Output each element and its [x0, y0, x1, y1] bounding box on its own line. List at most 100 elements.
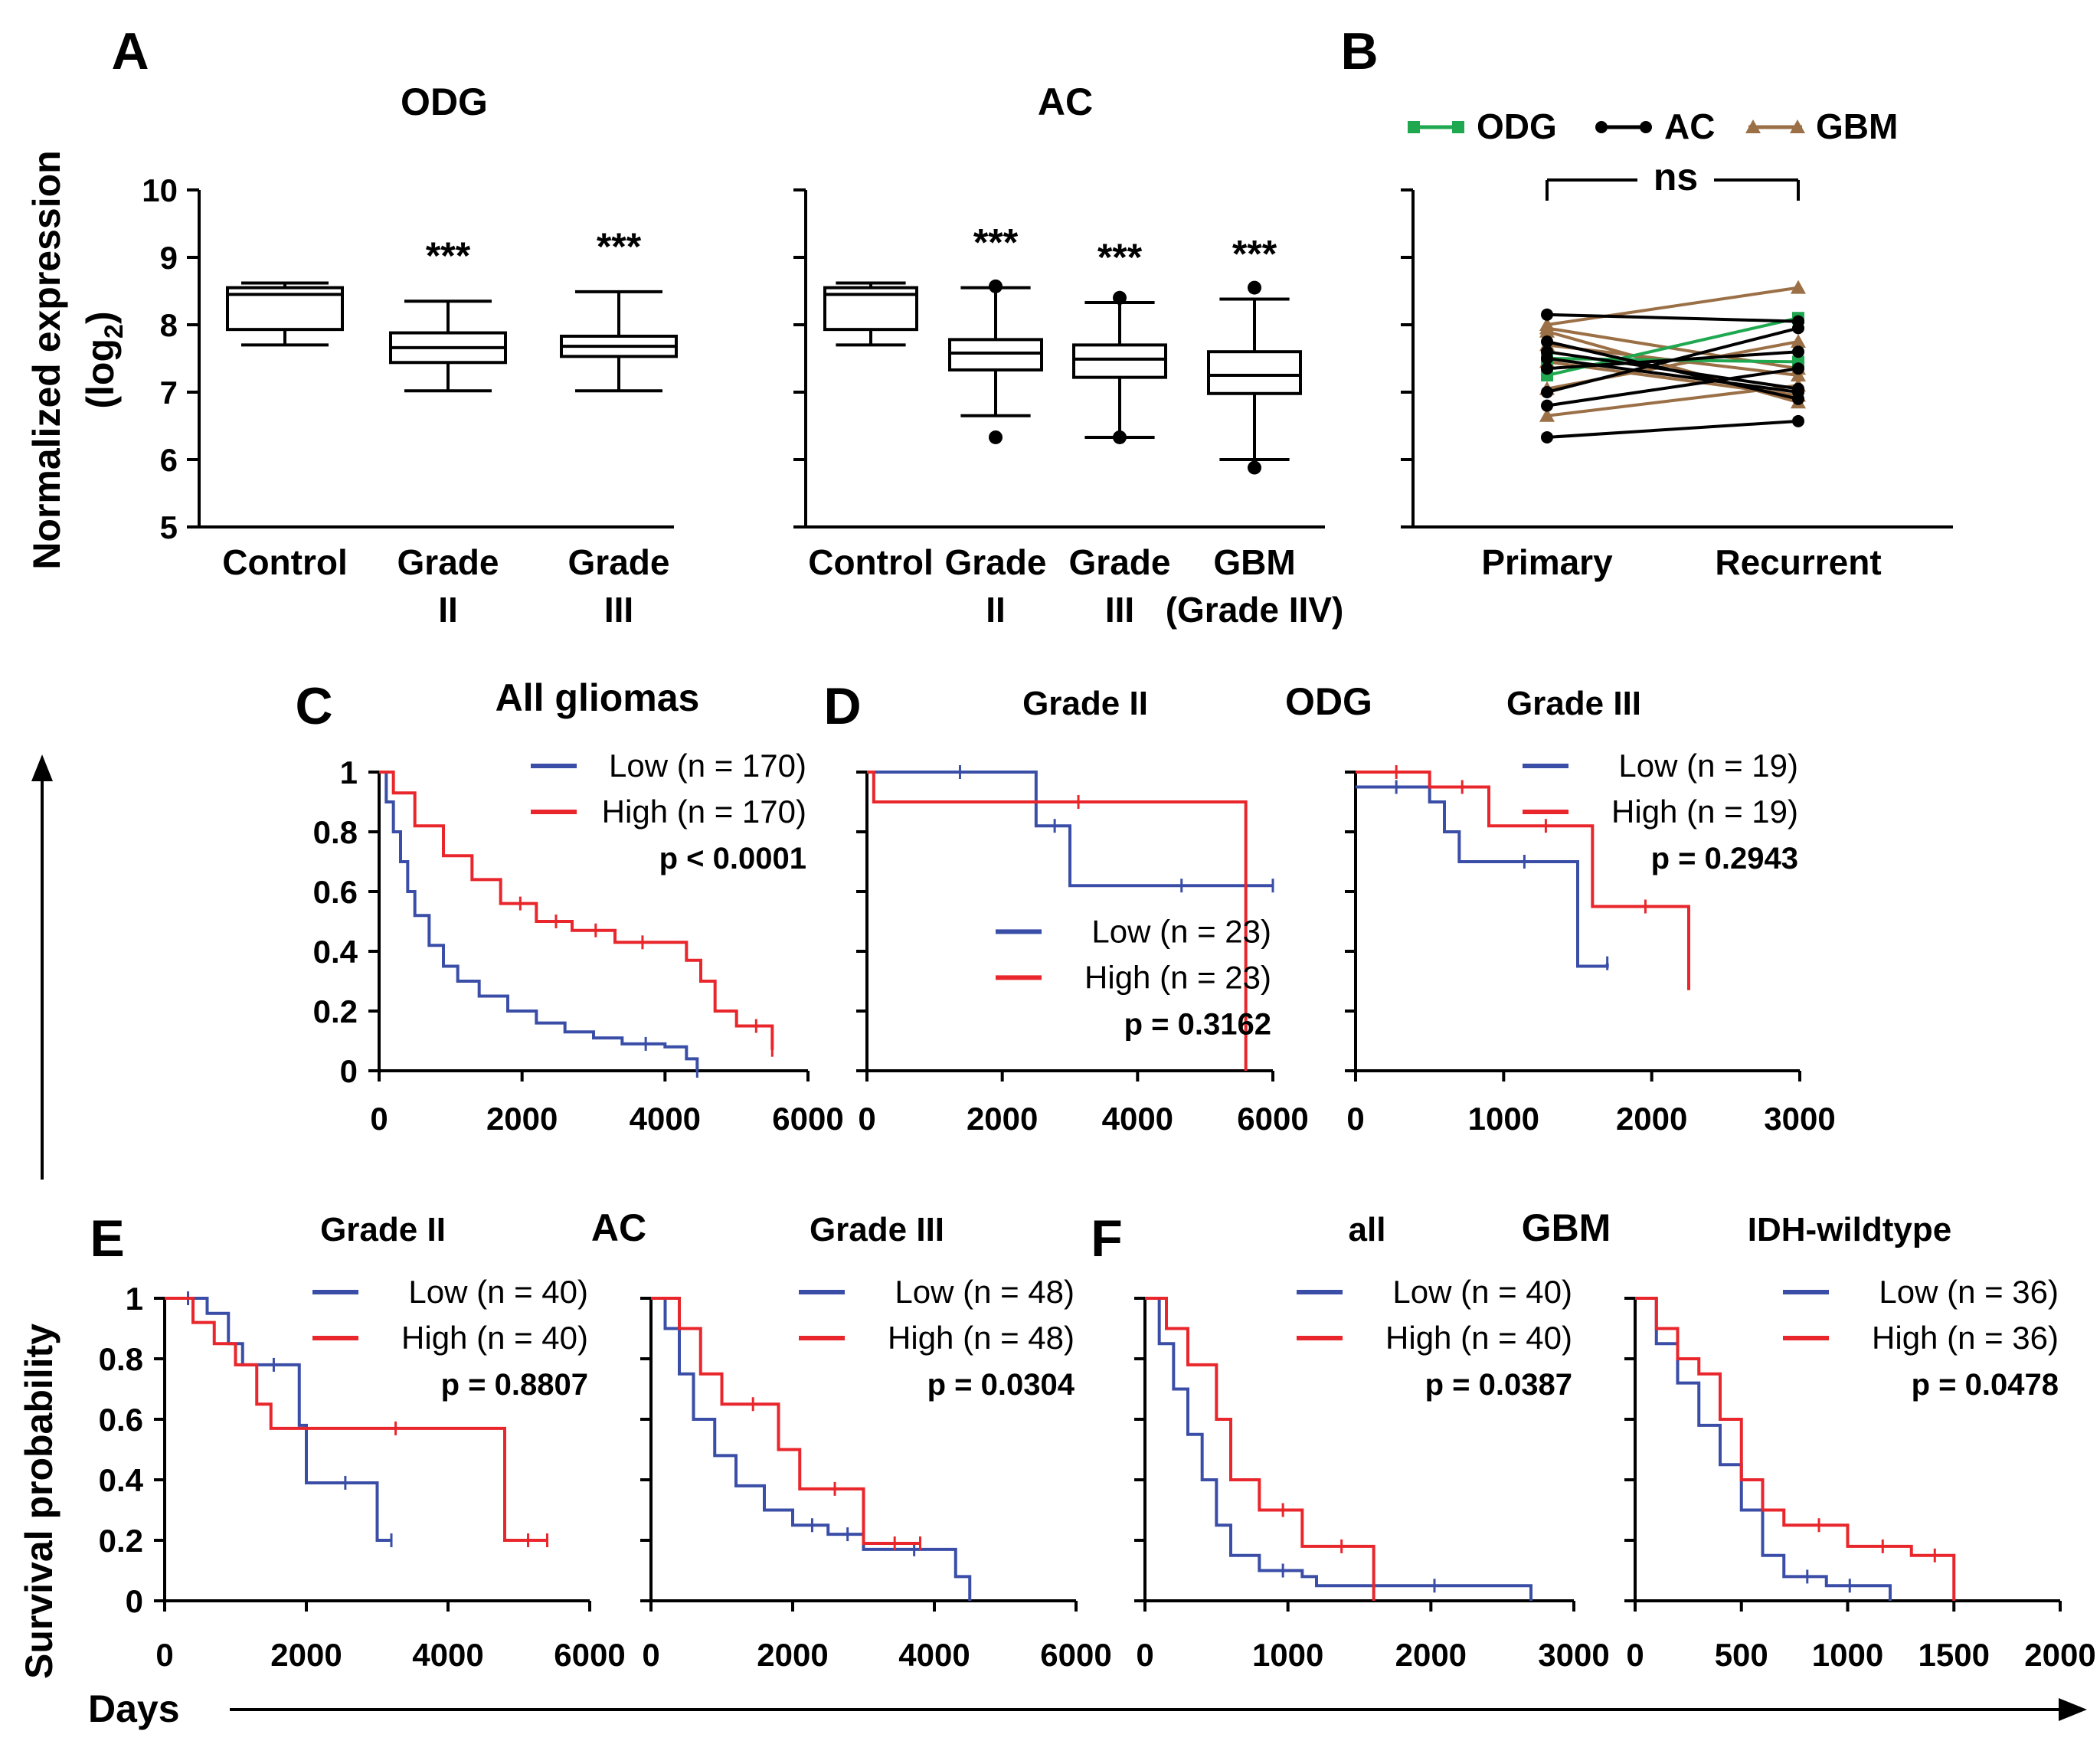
ac-box-outlier-point [1113, 290, 1127, 305]
ac-box-outlier-point [1248, 460, 1261, 475]
km-c-high-curve [379, 771, 774, 1050]
odg-box-significance: *** [426, 234, 471, 277]
legend-label-ac: AC [1664, 106, 1715, 146]
km-d-giii-x-tick-label: 0 [1346, 1101, 1364, 1137]
panel-letter-a: A [111, 22, 149, 80]
km-d-gii-legend-high-label: High (n = 23) [1084, 959, 1271, 995]
pair-line-ac [1546, 340, 1799, 401]
ac-box-box [1207, 350, 1302, 395]
days-arrowhead [2059, 1698, 2087, 1721]
km-c-x-tick-label: 6000 [772, 1101, 843, 1137]
km-d-gii-high-curve [867, 771, 1248, 1071]
km-d-giii-group: Grade III 0 1000 2000 3000 Low (n = 19) High (… [1345, 685, 1836, 1137]
pair-line-ac [1546, 419, 1799, 439]
km-e-giii-legend-low-label: Low (n = 48) [895, 1274, 1075, 1310]
pair-point-ac [1792, 322, 1804, 335]
km-e-gii-subtitle: Grade II [320, 1211, 446, 1248]
km-e-gii-x-tick-label: 0 [155, 1637, 173, 1673]
ac-box-box [948, 338, 1043, 371]
legend-marker-odg [1452, 121, 1464, 133]
panel-letter-f: F [1091, 1209, 1123, 1268]
pair-point-gbm [1539, 407, 1555, 422]
legend-marker-gbm [1745, 119, 1761, 133]
odg-box-y-tick-label: 6 [160, 442, 178, 478]
odg-box-y-tick-label: 8 [160, 307, 178, 343]
km-e-gii-x-tick-label: 2000 [270, 1637, 342, 1673]
paired-category-label: Primary [1481, 542, 1613, 582]
ac-box-outlier-point [1248, 280, 1261, 295]
odg-box-category-label: III [604, 590, 633, 630]
pair-point-ac [1541, 352, 1553, 365]
km-f-all-group-title: GBM [1522, 1206, 1611, 1249]
ac-box-significance: *** [973, 221, 1019, 264]
ac-box-box [1072, 343, 1167, 379]
km-e-gii-pvalue: p = 0.8807 [441, 1368, 588, 1402]
km-d-gii-legend-low-label: Low (n = 23) [1091, 913, 1271, 949]
km-f-idh-group: IDH-wildtype 0 500 1000 1500 2000 Low (n = 36)… [1624, 1211, 2096, 1673]
km-e-gii-y-tick-label: 1 [126, 1281, 143, 1317]
pair-point-gbm [1539, 320, 1555, 335]
km-e-gii-y-tick-label: 0 [126, 1583, 143, 1619]
odg-box-category-label: Grade [568, 542, 670, 582]
km-f-all-x-tick-label: 1000 [1252, 1637, 1323, 1673]
km-d-gii-x-tick-label: 2000 [967, 1101, 1038, 1137]
legend-label-gbm: GBM [1816, 106, 1898, 146]
km-f-idh-high-curve [1635, 1297, 1956, 1601]
km-c-low-curve [379, 771, 699, 1071]
km-c-pvalue: p < 0.0001 [659, 842, 806, 875]
pair-line-ac [1546, 367, 1799, 407]
ac-box-significance: *** [1097, 236, 1143, 279]
km-d-gii-x-tick-label: 4000 [1102, 1101, 1173, 1137]
km-e-giii-subtitle: Grade III [810, 1211, 944, 1248]
km-d-gii-group-title: ODG [1285, 680, 1372, 723]
ac-box-outlier-point [989, 279, 1003, 293]
ac-box-category-label: (Grade IIV) [1166, 590, 1344, 630]
km-e-giii-high-curve [651, 1297, 921, 1545]
km-c-x-tick-label: 4000 [630, 1101, 701, 1137]
legend-marker-ac [1640, 121, 1652, 133]
ac-box-category-label: Grade [1069, 542, 1171, 582]
pair-point-ac [1792, 362, 1804, 375]
km-f-idh-x-tick-label: 2000 [2024, 1637, 2095, 1673]
ac-box-category-label: III [1105, 590, 1134, 630]
pair-point-ac [1541, 399, 1553, 412]
pair-line-ac [1546, 350, 1799, 371]
ac-box-outlier-point [1113, 430, 1127, 444]
ac-box-significance: *** [1232, 233, 1277, 276]
ac-box-category-label: GBM [1213, 542, 1295, 582]
odg-box-significance: *** [597, 225, 642, 268]
pair-line-ac [1546, 357, 1799, 394]
pair-point-ac [1792, 345, 1804, 358]
km-f-idh-x-tick-label: 1000 [1812, 1637, 1883, 1673]
panel-letter-d: D [823, 677, 861, 735]
odg-box-category-label: Grade [397, 542, 499, 582]
km-d-gii-group: Grade II ODG 0 2000 4000 6000 Low (n = 23) High… [856, 680, 1372, 1137]
pair-line-gbm [1546, 286, 1799, 326]
km-e-giii-x-tick-label: 2000 [757, 1637, 828, 1673]
km-e-gii-x-tick-label: 6000 [554, 1637, 625, 1673]
panel-letter-c: C [295, 677, 332, 735]
ac-box-category-label: Grade [945, 542, 1047, 582]
km-f-idh-x-tick-label: 500 [1715, 1637, 1768, 1673]
km-f-idh-x-tick-label: 1500 [1918, 1637, 1990, 1673]
km-e-gii-y-tick-label: 0.8 [99, 1341, 143, 1377]
km-d-gii-subtitle: Grade II [1022, 685, 1148, 722]
km-f-all-low-curve [1145, 1297, 1532, 1601]
km-d-giii-x-tick-label: 3000 [1764, 1101, 1835, 1137]
km-e-giii-x-tick-label: 0 [642, 1637, 659, 1673]
km-d-giii-legend-high-label: High (n = 19) [1611, 794, 1798, 830]
panel-letter-b: B [1340, 22, 1378, 80]
ns-label: ns [1654, 155, 1698, 198]
km-c-y-tick-label: 0 [340, 1053, 358, 1089]
pair-point-ac [1541, 308, 1553, 321]
km-f-all-pvalue: p = 0.0387 [1425, 1368, 1572, 1402]
km-e-gii-legend-low-label: Low (n = 40) [408, 1274, 588, 1310]
pair-point-ac [1541, 362, 1553, 375]
km-c-group: All gliomas 0 0.2 0.4 0.6 0.8 1 0 2000 4000 6000 Lo… [313, 676, 844, 1137]
km-d-gii-x-tick-label: 0 [858, 1101, 875, 1137]
km-c-legend-high-label: High (n = 170) [602, 794, 806, 830]
odg-box-category-label: II [438, 590, 458, 630]
pair-point-ac [1541, 386, 1553, 398]
km-f-idh-pvalue: p = 0.0478 [1912, 1368, 2059, 1402]
pair-point-ac [1792, 386, 1804, 398]
